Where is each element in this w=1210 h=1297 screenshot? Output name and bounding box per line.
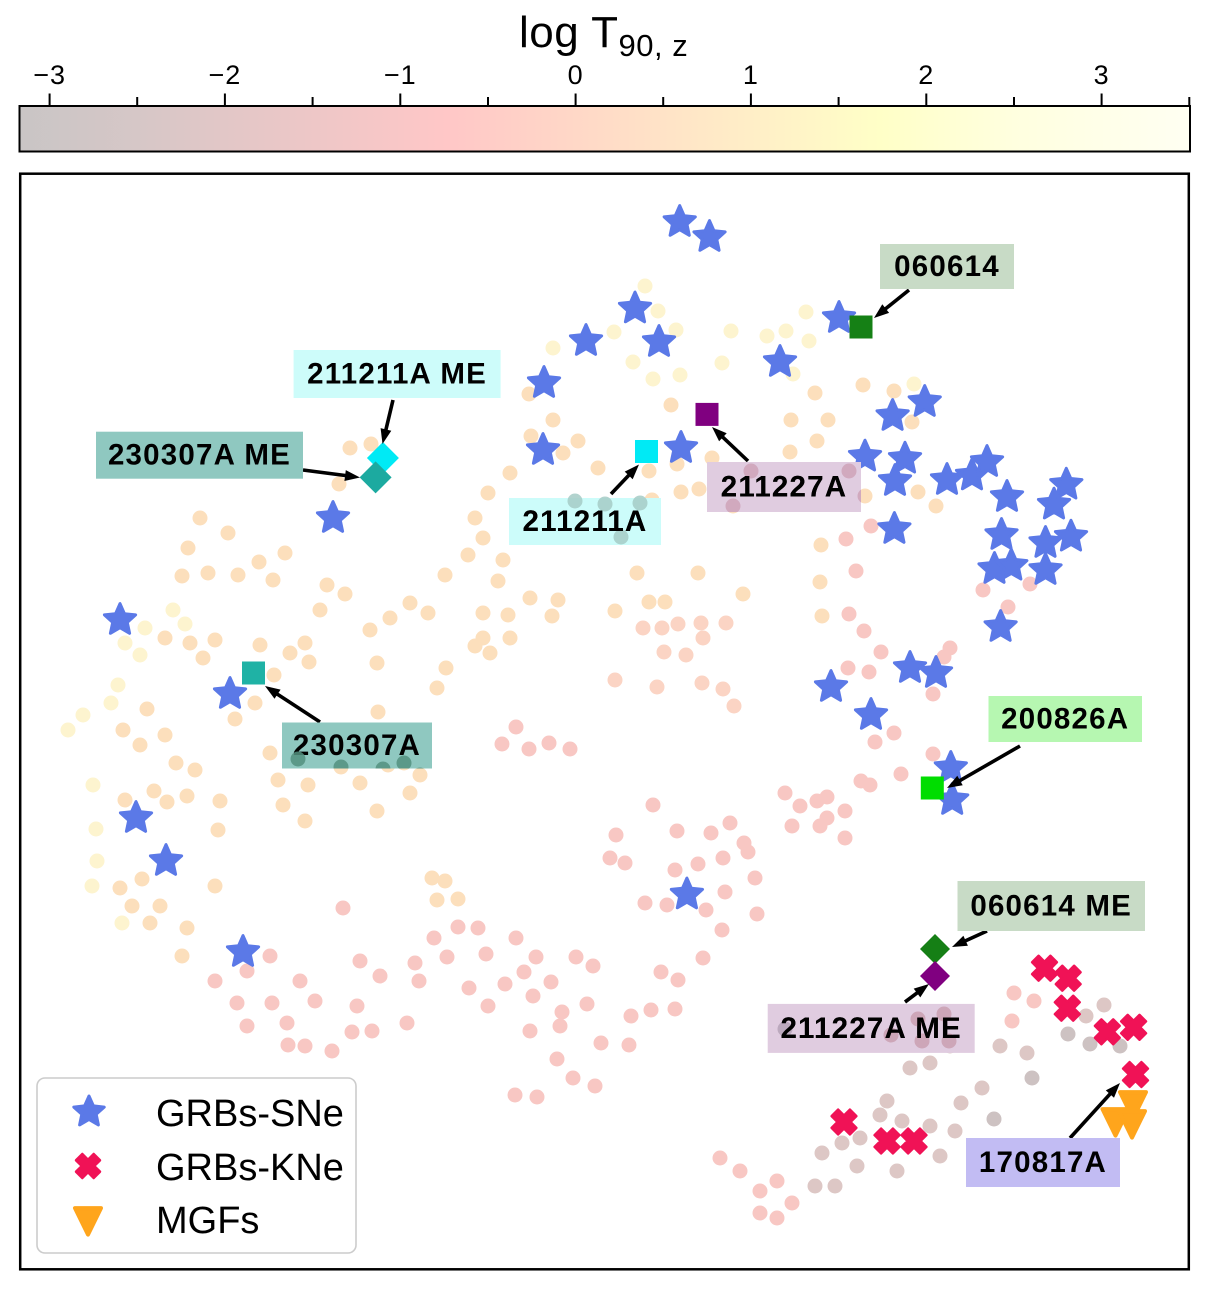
svg-text:GRBs-SNe: GRBs-SNe <box>156 1093 344 1135</box>
svg-text:−2: −2 <box>209 60 242 90</box>
svg-text:200826A: 200826A <box>1001 703 1129 736</box>
svg-text:230307A: 230307A <box>293 729 421 762</box>
svg-text:1: 1 <box>743 60 759 90</box>
svg-text:211227A: 211227A <box>721 471 848 504</box>
svg-text:2: 2 <box>918 60 934 90</box>
svg-text:060614 ME: 060614 ME <box>970 890 1132 923</box>
svg-text:3: 3 <box>1094 60 1110 90</box>
svg-text:0: 0 <box>568 60 584 90</box>
svg-text:211211A ME: 211211A ME <box>307 358 487 391</box>
svg-text:211227A ME: 211227A ME <box>780 1012 961 1045</box>
svg-text:MGFs: MGFs <box>156 1200 259 1242</box>
svg-text:211227A: 211227A <box>721 471 848 504</box>
svg-text:GRBs-KNe: GRBs-KNe <box>156 1147 344 1189</box>
svg-text:230307A ME: 230307A ME <box>108 439 291 472</box>
svg-text:log T90, z: log T90, z <box>519 8 688 63</box>
svg-text:−3: −3 <box>33 60 66 90</box>
svg-text:211227A ME: 211227A ME <box>780 1012 961 1045</box>
svg-text:211211A: 211211A <box>523 505 648 538</box>
svg-text:060614: 060614 <box>894 250 1000 283</box>
svg-text:−1: −1 <box>384 60 417 90</box>
svg-text:170817A: 170817A <box>979 1146 1107 1179</box>
